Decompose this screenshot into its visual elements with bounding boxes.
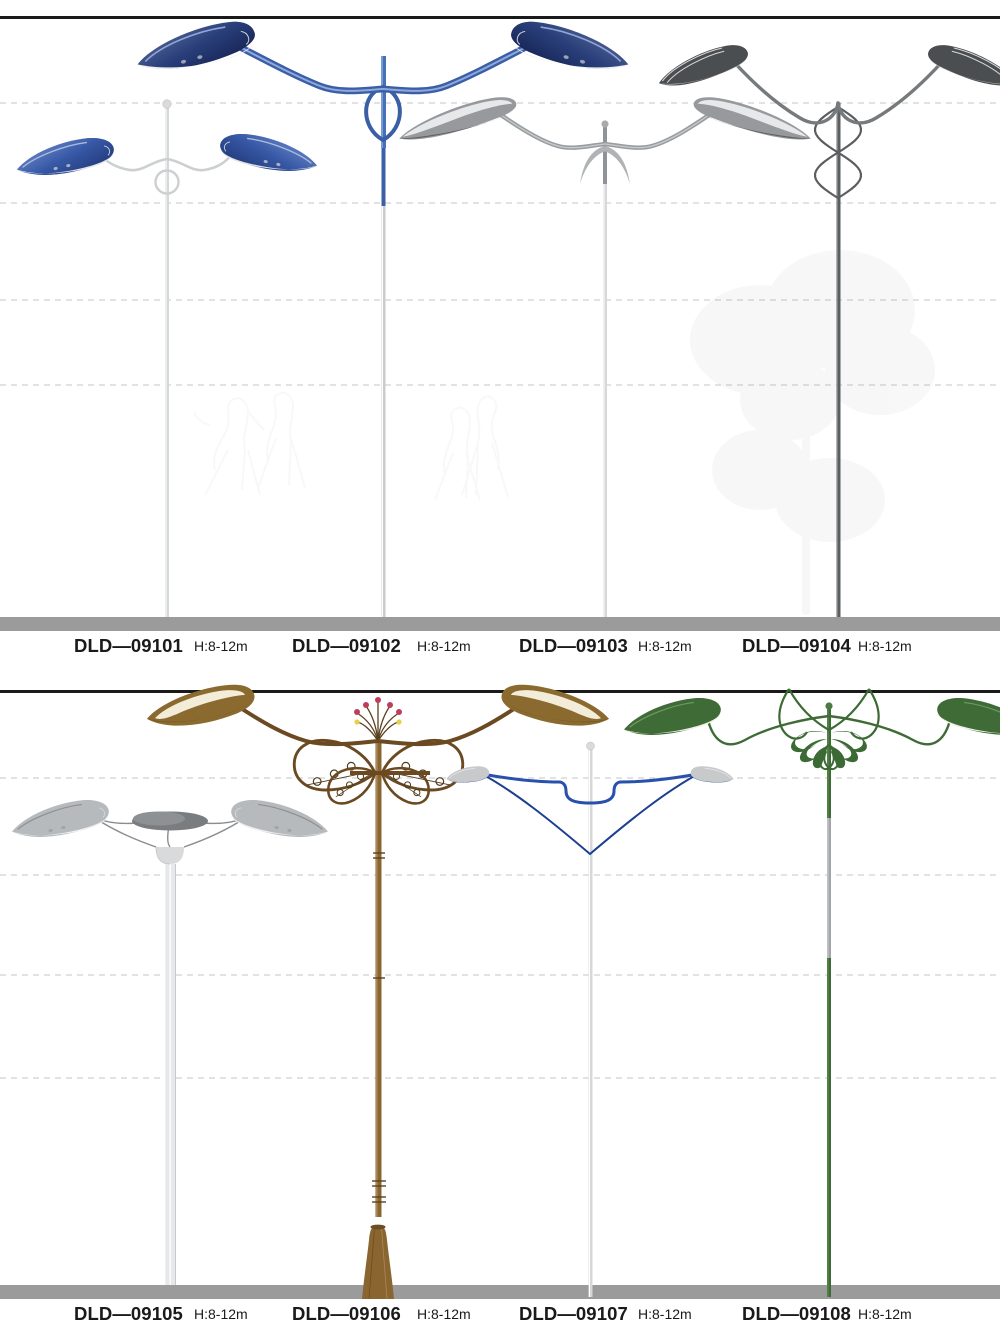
svg-text:DLD—09106: DLD—09106 bbox=[292, 1303, 401, 1324]
svg-text:H:8-12m: H:8-12m bbox=[194, 638, 248, 654]
svg-text:H:8-12m: H:8-12m bbox=[858, 1306, 912, 1322]
svg-text:H:8-12m: H:8-12m bbox=[638, 638, 692, 654]
svg-text:H:8-12m: H:8-12m bbox=[194, 1306, 248, 1322]
svg-text:H:8-12m: H:8-12m bbox=[417, 1306, 471, 1322]
svg-text:DLD—09102: DLD—09102 bbox=[292, 635, 401, 656]
svg-text:DLD—09107: DLD—09107 bbox=[519, 1303, 628, 1324]
svg-text:H:8-12m: H:8-12m bbox=[858, 638, 912, 654]
svg-text:DLD—09104: DLD—09104 bbox=[742, 635, 851, 656]
svg-text:DLD—09103: DLD—09103 bbox=[519, 635, 628, 656]
svg-text:H:8-12m: H:8-12m bbox=[638, 1306, 692, 1322]
svg-text:H:8-12m: H:8-12m bbox=[417, 638, 471, 654]
svg-text:DLD—09101: DLD—09101 bbox=[74, 635, 183, 656]
svg-text:DLD—09105: DLD—09105 bbox=[74, 1303, 183, 1324]
svg-text:DLD—09108: DLD—09108 bbox=[742, 1303, 851, 1324]
